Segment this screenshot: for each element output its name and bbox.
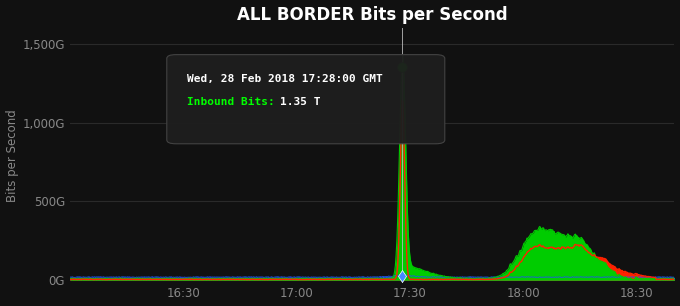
Text: Inbound Bits:: Inbound Bits: [187, 97, 282, 107]
FancyBboxPatch shape [167, 55, 445, 144]
Title: ALL BORDER Bits per Second: ALL BORDER Bits per Second [237, 6, 507, 24]
Y-axis label: Bits per Second: Bits per Second [5, 109, 18, 202]
Text: Wed, 28 Feb 2018 17:28:00 GMT: Wed, 28 Feb 2018 17:28:00 GMT [187, 74, 382, 84]
Text: 1.35 T: 1.35 T [280, 97, 321, 107]
